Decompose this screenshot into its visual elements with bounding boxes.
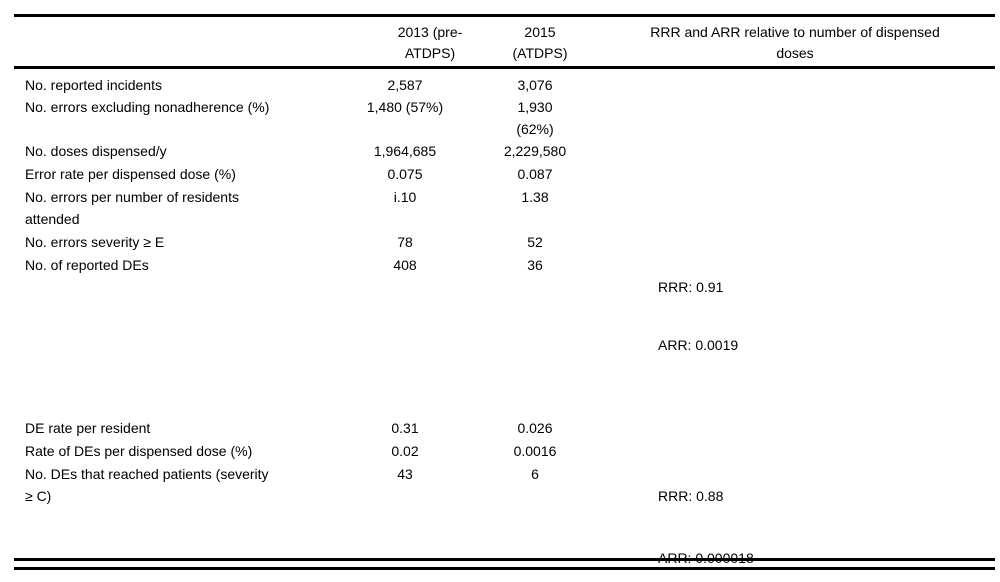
rrr-arr-cell: RRR: 0.88 ARR: 0.000018 <box>590 463 1000 582</box>
header-2013-pre-atdps: 2013 (pre- ATDPS) <box>397 24 463 61</box>
row-label: No. reported incidents <box>25 77 162 93</box>
row-label: No. errors severity ≥ E <box>25 234 165 250</box>
table-bottom-rule-2 <box>14 567 995 570</box>
table-row: No. of reported DEs 408 36 RRR: 0.91 ARR… <box>0 254 1000 378</box>
value-2015: 52 <box>527 234 543 250</box>
row-label: No. of reported DEs <box>25 257 149 273</box>
value-2015: 6 <box>531 466 539 482</box>
value-2013: 78 <box>397 234 413 250</box>
value-2015: 2,229,580 <box>503 143 567 159</box>
row-label: Rate of DEs per dispensed dose (%) <box>25 443 253 459</box>
value-2015: 0.026 <box>517 420 553 436</box>
value-2013: 408 <box>393 257 417 273</box>
arr-value: ARR: 0.0019 <box>658 337 739 353</box>
value-2015: 1,930 (62%) <box>516 99 554 137</box>
value-2013: 1,480 (57%) <box>366 99 444 115</box>
value-2013: 0.02 <box>391 443 419 459</box>
table-row: No. errors per number of residents atten… <box>0 186 1000 230</box>
value-2013: 2,587 <box>387 77 423 93</box>
arr-value: ARR: 0.000018 <box>658 550 754 566</box>
value-2015: 36 <box>527 257 543 273</box>
row-label: DE rate per resident <box>25 420 151 436</box>
table-row: No. errors severity ≥ E 78 52 <box>0 231 1000 253</box>
table-row: Error rate per dispensed dose (%) 0.075 … <box>0 163 1000 185</box>
table-row: No. errors excluding nonadherence (%) 1,… <box>0 96 1000 140</box>
row-label: No. errors excluding nonadherence (%) <box>25 99 270 115</box>
table-row: Rate of DEs per dispensed dose (%) 0.02 … <box>0 440 1000 462</box>
row-label: Error rate per dispensed dose (%) <box>25 166 236 182</box>
table-row: No. doses dispensed/y 1,964,685 2,229,58… <box>0 140 1000 162</box>
value-2015: 0.0016 <box>513 443 557 459</box>
table-row: DE rate per resident 0.31 0.026 <box>0 417 1000 439</box>
value-2015: 3,076 <box>517 77 553 93</box>
table-bottom-rule-1 <box>14 558 995 561</box>
table-content: 2013 (pre- ATDPS) 2015 (ATDPS) RRR and A… <box>0 22 1000 582</box>
table-top-rule <box>14 14 995 17</box>
value-2013: 0.075 <box>387 166 423 182</box>
header-rrr-arr: RRR and ARR relative to number of dispen… <box>650 24 940 61</box>
row-label: No. errors per number of residents atten… <box>25 189 239 227</box>
value-2013: 0.31 <box>391 420 419 436</box>
value-2015: 0.087 <box>517 166 553 182</box>
row-label: No. doses dispensed/y <box>25 143 167 159</box>
value-2015: 1.38 <box>521 189 549 205</box>
header-2015-atdps: 2015 (ATDPS) <box>512 24 568 61</box>
table-row: No. reported incidents 2,587 3,076 <box>0 74 1000 96</box>
table-row: No. DEs that reached patients (severity … <box>0 463 1000 582</box>
rrr-value: RRR: 0.91 <box>658 279 724 295</box>
table-header-row: 2013 (pre- ATDPS) 2015 (ATDPS) RRR and A… <box>0 22 1000 64</box>
rrr-value: RRR: 0.88 <box>658 488 724 504</box>
value-2013: 1,964,685 <box>373 143 437 159</box>
value-2013: 43 <box>397 466 413 482</box>
value-2013: i.10 <box>393 189 417 205</box>
table-header-rule <box>14 66 995 69</box>
row-label: No. DEs that reached patients (severity … <box>25 466 269 504</box>
rrr-arr-cell: RRR: 0.91 ARR: 0.0019 <box>590 254 1000 378</box>
